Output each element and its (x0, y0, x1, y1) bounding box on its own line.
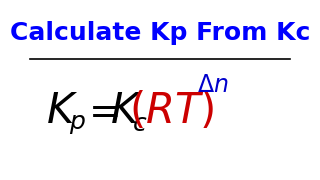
Text: $p$: $p$ (69, 112, 86, 136)
Text: $=$: $=$ (81, 92, 119, 130)
Text: $K$: $K$ (109, 90, 142, 132)
Text: $c$: $c$ (132, 112, 148, 136)
Text: $K$: $K$ (46, 90, 78, 132)
Text: $(RT)$: $(RT)$ (129, 90, 214, 132)
Text: $\Delta n$: $\Delta n$ (197, 73, 229, 97)
Text: Calculate Kp From Kc: Calculate Kp From Kc (10, 21, 310, 45)
